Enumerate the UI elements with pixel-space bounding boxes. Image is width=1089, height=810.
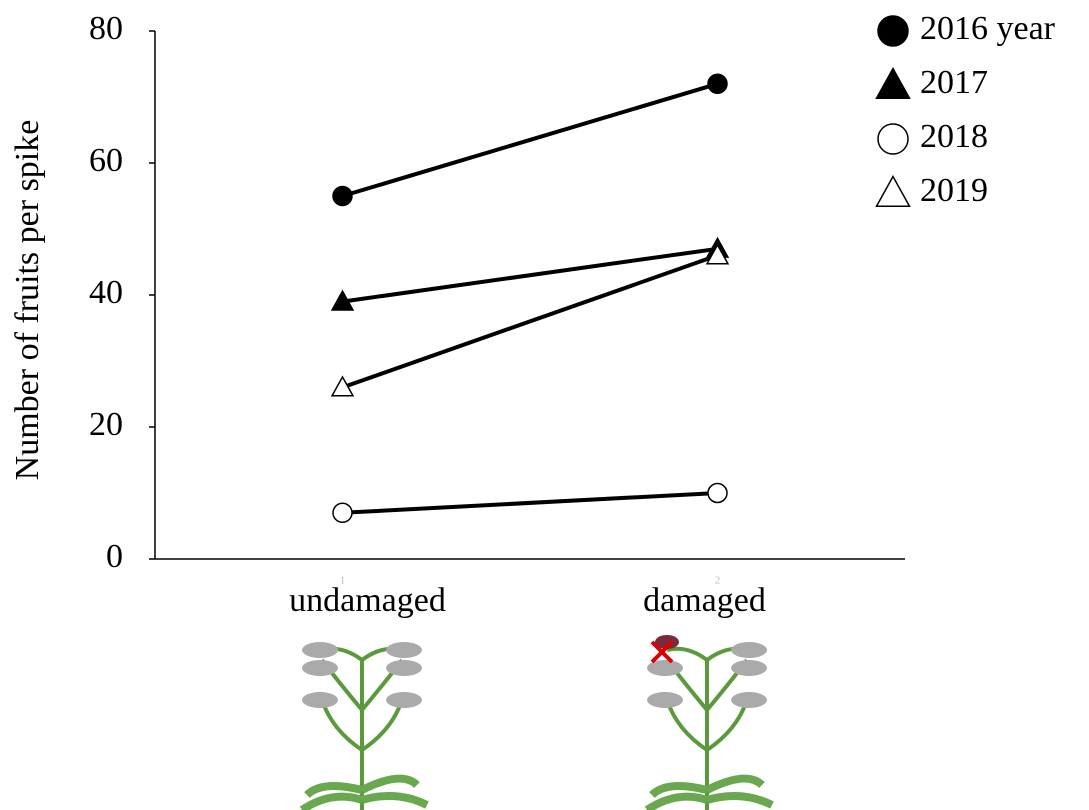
series-line [343,84,718,196]
y-tick-label: 60 [89,142,123,179]
y-tick-label: 20 [89,406,123,443]
legend-marker [877,69,910,99]
data-point [708,74,727,93]
y-axis-label: Number of fruits per spike [9,120,46,481]
data-point [333,503,352,522]
plant-illustration [647,635,772,810]
y-tick-label: 40 [89,274,123,311]
legend-label: 2018 [920,118,988,155]
y-tick-label: 80 [89,10,123,47]
data-point [333,187,352,206]
series-line [343,493,718,513]
data-point [708,484,727,503]
chart: Number of fruits per spike 0204060801und… [0,0,1089,810]
legend-marker [878,124,908,154]
x-tick-label: undamaged [289,582,446,619]
legend-label: 2016 year [920,10,1056,47]
x-tick-label: damaged [643,582,766,619]
legend-label: 2019 [920,172,988,209]
legend-marker [877,177,910,207]
legend-marker [878,16,908,46]
y-tick-label: 0 [106,538,123,575]
plant-illustration [302,642,427,810]
legend-label: 2017 [920,64,988,101]
